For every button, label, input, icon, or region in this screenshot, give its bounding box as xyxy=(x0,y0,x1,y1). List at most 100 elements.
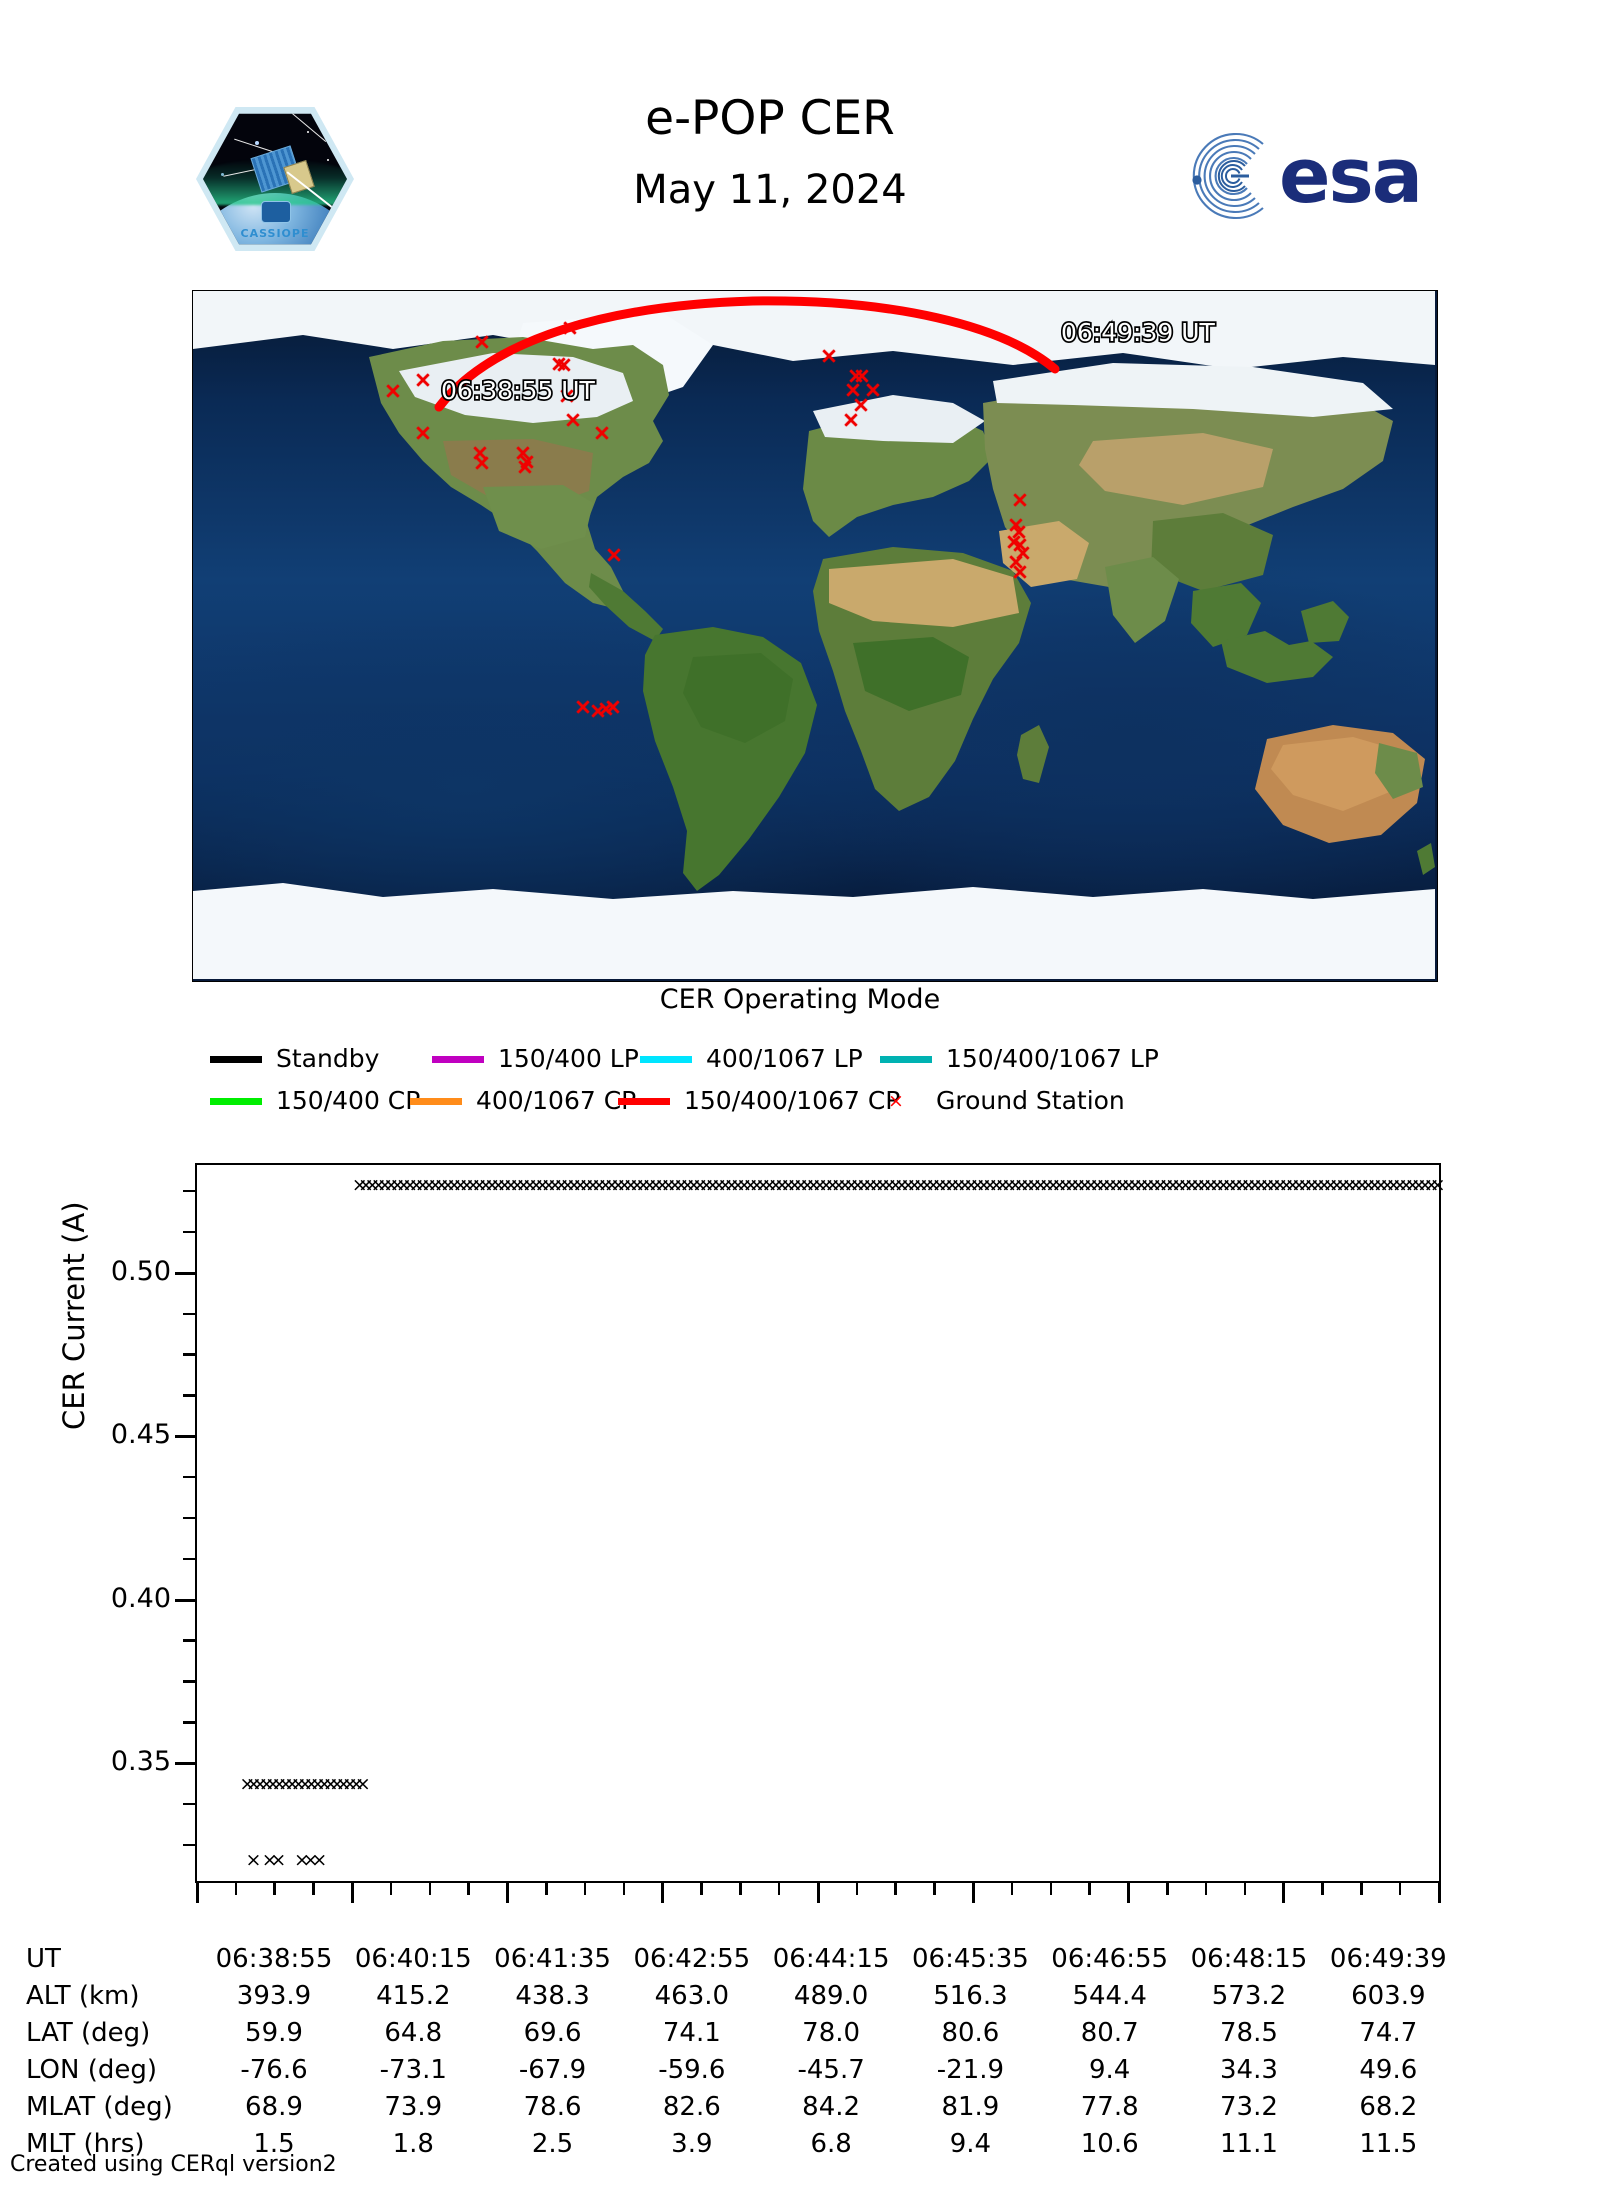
data-point: × xyxy=(818,1173,835,1196)
table-cell: 3.9 xyxy=(671,2128,713,2159)
legend-item-400-1067-cp[interactable]: 400/1067 CP xyxy=(410,1087,636,1115)
ground-station-marker: × xyxy=(1013,541,1033,566)
data-point: × xyxy=(1310,1173,1326,1196)
table-cell: 11.1 xyxy=(1220,2128,1278,2159)
table-cell: 415.2 xyxy=(376,1980,451,2011)
legend-item-150-400-1067-cp[interactable]: 150/400/1067 CP xyxy=(618,1087,900,1115)
data-point: × xyxy=(597,1173,614,1196)
data-point: × xyxy=(1385,1173,1402,1196)
data-point: × xyxy=(761,1173,778,1196)
star-icon xyxy=(255,141,259,145)
x-axis-major-tick xyxy=(195,1881,199,1903)
data-point: × xyxy=(1354,1173,1371,1196)
esa-logo: esa xyxy=(1175,130,1460,222)
table-cell: 603.9 xyxy=(1351,1980,1426,2011)
legend-label: Standby xyxy=(276,1044,380,1073)
data-point: × xyxy=(729,1173,746,1196)
ground-station-marker: × xyxy=(513,441,533,466)
data-point: × xyxy=(862,1173,879,1196)
table-cell: 64.8 xyxy=(384,2017,443,2048)
data-point: × xyxy=(1347,1173,1364,1196)
data-point: × xyxy=(956,1173,973,1196)
data-point: × xyxy=(284,1772,301,1795)
data-point: × xyxy=(1095,1173,1112,1196)
legend-item-ground-station[interactable]: × Ground Station xyxy=(870,1087,1125,1115)
data-point: × xyxy=(1297,1173,1314,1196)
legend-item-400-1067-lp[interactable]: 400/1067 LP xyxy=(640,1045,863,1073)
data-point: × xyxy=(1209,1173,1226,1196)
data-point: × xyxy=(509,1173,526,1196)
data-point: × xyxy=(774,1173,791,1196)
data-point: × xyxy=(316,1772,333,1795)
data-point: × xyxy=(290,1772,307,1795)
table-cell: 77.8 xyxy=(1080,2091,1139,2122)
legend-item-150-400-cp[interactable]: 150/400 CP xyxy=(210,1087,420,1115)
legend-item-150-400-lp[interactable]: 150/400 LP xyxy=(432,1045,639,1073)
data-point: × xyxy=(245,1772,262,1795)
data-point: × xyxy=(925,1173,942,1196)
x-axis-minor-tick xyxy=(389,1881,393,1895)
data-point: × xyxy=(629,1173,646,1196)
data-point: × xyxy=(303,1772,320,1795)
data-point: × xyxy=(311,1848,328,1871)
star-icon xyxy=(307,131,309,133)
data-point: × xyxy=(1278,1173,1295,1196)
y-axis-minor-tick xyxy=(183,1680,197,1683)
x-axis-minor-tick xyxy=(1049,1881,1053,1895)
y-axis-major-tick xyxy=(175,1762,197,1766)
data-point: × xyxy=(1228,1173,1244,1196)
data-point: × xyxy=(515,1173,532,1196)
data-point: × xyxy=(1429,1173,1446,1196)
data-point: × xyxy=(1284,1173,1301,1196)
data-point: × xyxy=(988,1173,1005,1196)
data-point: × xyxy=(648,1173,664,1196)
data-point: × xyxy=(309,1772,326,1795)
page-title: e-POP CER xyxy=(645,91,895,146)
data-point: × xyxy=(622,1173,639,1196)
data-point: × xyxy=(1139,1173,1156,1196)
world-map-panel[interactable]: × × × × × × × × × × × × × × × × × × × × × × × × × × × × × × × × × × × 06:3… xyxy=(192,290,1438,982)
data-point: × xyxy=(1335,1173,1352,1196)
table-row: ALT (km) 393.9 415.2 438.3 463.0 489.0 516.3 54… xyxy=(26,1977,1458,2014)
data-point: × xyxy=(1165,1173,1181,1196)
data-point: × xyxy=(408,1173,425,1196)
data-point: × xyxy=(1316,1173,1333,1196)
data-point: × xyxy=(1240,1173,1257,1196)
y-axis-minor-tick xyxy=(183,1189,197,1193)
data-point: × xyxy=(975,1173,992,1196)
legend-color-swatch xyxy=(618,1097,670,1105)
data-point: × xyxy=(528,1173,545,1196)
cer-current-plot[interactable]: × × × × × × × × × × × × × × × × × × × × × × × × × × × × × × × × × × × × × × × ×… xyxy=(111,1163,1446,1903)
data-point: × xyxy=(458,1173,475,1196)
data-point: × xyxy=(963,1173,980,1196)
map-end-time-label: 06:49:39 UT xyxy=(1059,317,1216,348)
x-axis-major-tick xyxy=(1437,1881,1441,1903)
data-point: × xyxy=(446,1173,463,1196)
data-point: × xyxy=(364,1173,381,1196)
table-cell: 06:48:15 xyxy=(1190,1943,1308,1974)
y-axis-minor-tick xyxy=(183,1475,197,1479)
y-axis-minor-tick xyxy=(183,1843,197,1847)
data-point: × xyxy=(1026,1173,1043,1196)
table-cell: 2.5 xyxy=(531,2128,574,2159)
ground-station-marker: × xyxy=(413,368,433,393)
y-axis-major-tick xyxy=(175,1435,197,1439)
legend-item-150-400-1067-lp[interactable]: 150/400/1067 LP xyxy=(880,1045,1159,1073)
table-cell: -76.6 xyxy=(240,2054,308,2085)
legend-color-swatch xyxy=(210,1055,262,1063)
legend-item-standby[interactable]: Standby xyxy=(210,1045,379,1073)
cassiope-wordmark: CASSIOPE xyxy=(240,227,310,240)
legend-color-swatch xyxy=(880,1055,932,1063)
data-point: × xyxy=(1259,1173,1276,1196)
data-point: × xyxy=(1001,1173,1017,1196)
data-point: × xyxy=(811,1173,828,1196)
table-row-label: UT xyxy=(26,1943,61,1974)
table-cell: -73.1 xyxy=(379,2054,447,2085)
data-point: × xyxy=(635,1173,652,1196)
data-point: × xyxy=(900,1173,917,1196)
data-point: × xyxy=(1221,1173,1238,1196)
table-cell: 463.0 xyxy=(654,1980,730,2011)
data-point: × xyxy=(780,1173,797,1196)
esa-emblem-icon xyxy=(1192,133,1264,219)
x-axis-minor-tick xyxy=(855,1881,859,1895)
